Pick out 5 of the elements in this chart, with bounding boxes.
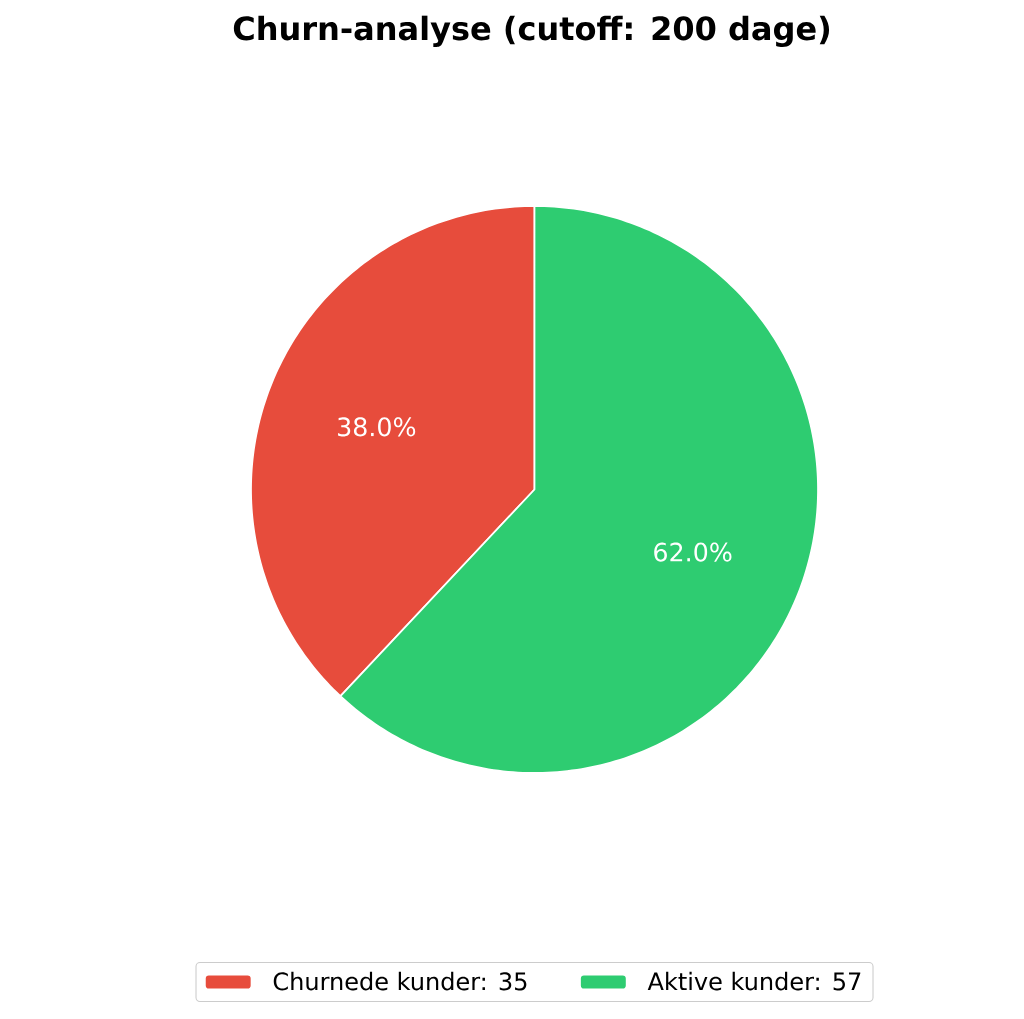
legend-label: Aktive kunder: 57 [647, 971, 861, 991]
legend-label: Churnede kunder: 35 [273, 971, 527, 991]
data-label: 62.0% [654, 542, 732, 562]
data-label: 38.0% [338, 417, 416, 437]
chart-title: Churn-analyse (cutoff: 200 dage) [233, 15, 830, 47]
